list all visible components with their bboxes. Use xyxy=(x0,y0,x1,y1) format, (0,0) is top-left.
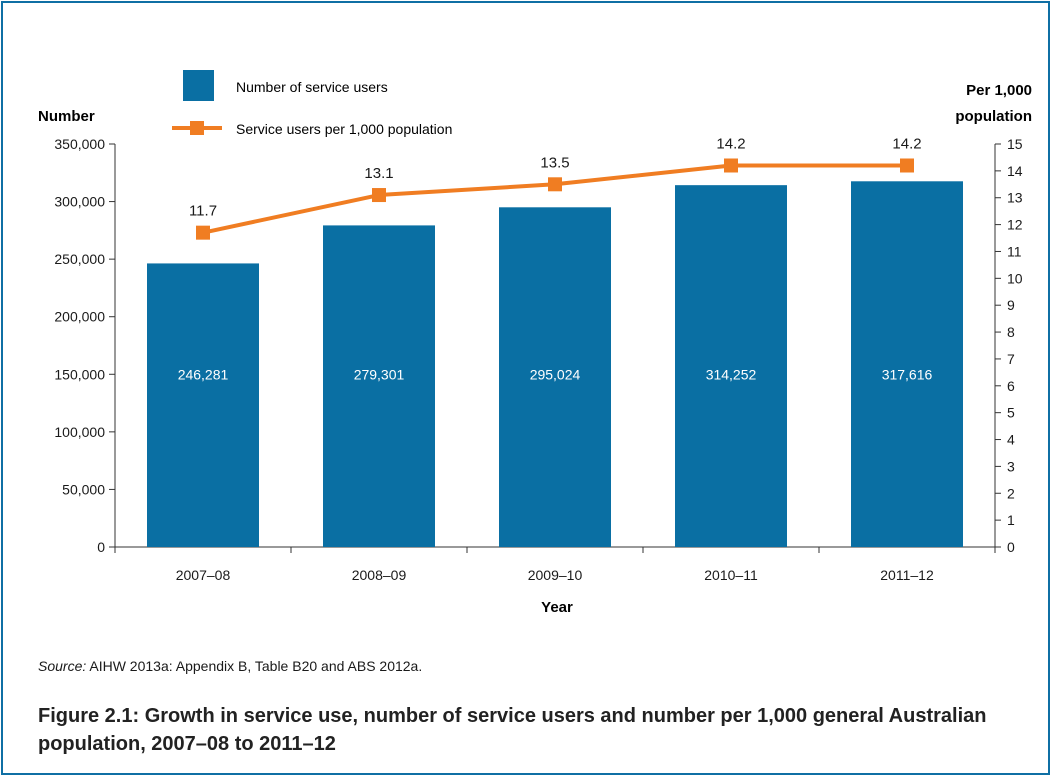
line-data-label: 13.5 xyxy=(540,154,569,171)
y-right-tick-label: 3 xyxy=(1007,458,1015,474)
legend-swatch-bars xyxy=(183,70,214,101)
bar-data-label: 279,301 xyxy=(354,366,405,382)
y-left-tick-label: 200,000 xyxy=(54,309,105,325)
line-data-label: 14.2 xyxy=(716,135,745,152)
y-right-tick-label: 14 xyxy=(1007,163,1023,179)
line-point xyxy=(196,225,210,240)
y-right-tick-label: 7 xyxy=(1007,351,1015,367)
figure-caption: Figure 2.1: Growth in service use, numbe… xyxy=(38,705,987,755)
x-tick-label: 2008–09 xyxy=(352,567,407,583)
y-right-tick-label: 5 xyxy=(1007,405,1015,421)
x-tick-label: 2010–11 xyxy=(704,567,758,583)
bar-data-label: 295,024 xyxy=(530,366,581,382)
combo-chart: Number of service users Service users pe… xyxy=(38,70,1032,616)
y-right-tick-label: 11 xyxy=(1007,243,1022,259)
line-data-label: 11.7 xyxy=(189,203,217,220)
line-point xyxy=(548,177,562,192)
source-note: Source: AIHW 2013a: Appendix B, Table B2… xyxy=(38,658,422,674)
bar-series: 246,281 279,301 295,024 314,252 317,616 xyxy=(147,181,963,548)
y-right-tick-label: 8 xyxy=(1007,324,1015,340)
bar-data-label: 314,252 xyxy=(706,366,757,382)
x-tick-label: 2007–08 xyxy=(176,567,231,583)
bar-data-label: 317,616 xyxy=(882,366,933,382)
line-point xyxy=(724,158,738,173)
line-data-label: 13.1 xyxy=(364,165,393,182)
y-left-tick-label: 100,000 xyxy=(54,424,105,440)
legend-label-line: Service users per 1,000 population xyxy=(236,121,452,137)
x-tick-label: 2009–10 xyxy=(528,567,583,583)
y-right-tick-label: 2 xyxy=(1007,485,1015,501)
y-axis-right-title-line-1: Per 1,000 xyxy=(966,82,1032,99)
legend-label-bars: Number of service users xyxy=(236,79,388,95)
bar-data-label: 246,281 xyxy=(178,366,229,382)
bar xyxy=(851,181,963,548)
y-left-tick-label: 300,000 xyxy=(54,194,105,210)
y-right-tick-label: 6 xyxy=(1007,378,1015,394)
y-right-tick-label: 9 xyxy=(1007,297,1015,313)
y-right-tick-label: 15 xyxy=(1007,136,1023,152)
line-data-label: 14.2 xyxy=(892,135,921,152)
y-right-tick-label: 0 xyxy=(1007,539,1015,555)
y-left-tick-label: 250,000 xyxy=(54,251,105,267)
source-text: AIHW 2013a: Appendix B, Table B20 and AB… xyxy=(86,658,423,674)
line-series: 11.7 13.1 13.5 14.2 14.2 xyxy=(189,135,922,240)
y-right-tick-label: 4 xyxy=(1007,432,1015,448)
legend: Number of service users Service users pe… xyxy=(172,70,452,137)
y-right-tick-label: 12 xyxy=(1007,217,1023,233)
bar xyxy=(323,225,435,547)
y-axis-right-title-line-2: population xyxy=(955,108,1032,125)
y-right-tick-label: 13 xyxy=(1007,190,1023,206)
axes: 0 50,000 100,000 150,000 200,000 250,000 300,0… xyxy=(54,136,1022,583)
y-left-tick-label: 0 xyxy=(97,539,105,555)
y-right-tick-label: 1 xyxy=(1007,512,1015,528)
source-label: Source: xyxy=(38,658,87,674)
line-point xyxy=(900,158,914,173)
bar xyxy=(147,263,259,547)
y-left-tick-label: 150,000 xyxy=(54,366,105,382)
x-axis-title: Year xyxy=(541,599,573,616)
y-left-tick-label: 350,000 xyxy=(54,136,105,152)
bar xyxy=(675,185,787,548)
y-axis-left-title: Number xyxy=(38,108,95,125)
legend-swatch-marker xyxy=(190,121,204,135)
y-left-tick-label: 50,000 xyxy=(62,481,105,497)
x-tick-label: 2011–12 xyxy=(880,567,934,583)
line-point xyxy=(372,188,386,203)
y-right-tick-label: 10 xyxy=(1007,270,1023,286)
bar xyxy=(499,207,611,547)
